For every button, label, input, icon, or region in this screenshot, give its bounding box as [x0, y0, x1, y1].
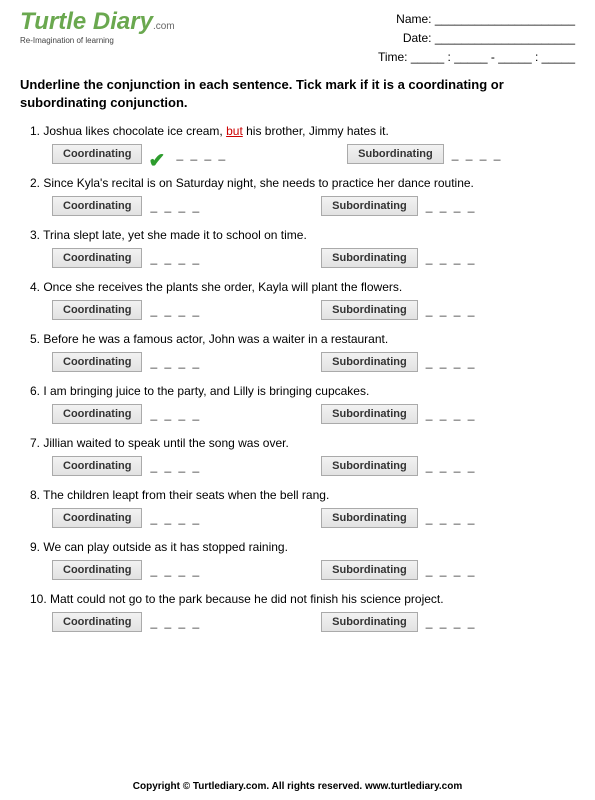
- questions-container: 1. Joshua likes chocolate ice cream, but…: [20, 124, 575, 632]
- question-text: 8. The children leapt from their seats w…: [20, 488, 575, 502]
- subordinating-button[interactable]: Subordinating: [321, 612, 418, 632]
- subordinating-button[interactable]: Subordinating: [321, 352, 418, 372]
- choices-row: Coordinating _ _ _ _ Subordinating _ _ _ _: [20, 248, 575, 268]
- subordinating-button[interactable]: Subordinating: [321, 196, 418, 216]
- logo-tagline: Re-Imagination of learning: [20, 36, 177, 45]
- answer-dashes: _ _ _ _: [150, 459, 201, 473]
- answer-dashes: _ _ _ _: [426, 563, 477, 577]
- question-text: 4. Once she receives the plants she orde…: [20, 280, 575, 294]
- coordinating-button[interactable]: Coordinating: [52, 352, 142, 372]
- answer-dashes: _ _ _ _: [150, 407, 201, 421]
- question: 6. I am bringing juice to the party, and…: [20, 384, 575, 424]
- coordinating-button[interactable]: Coordinating: [52, 248, 142, 268]
- question: 7. Jillian waited to speak until the son…: [20, 436, 575, 476]
- answer-dashes: _ _ _ _: [452, 147, 503, 161]
- answer-dashes: _ _ _ _: [426, 407, 477, 421]
- question: 8. The children leapt from their seats w…: [20, 488, 575, 528]
- check-icon: ✔: [148, 148, 165, 173]
- logo: Turtle Diary.com Re-Imagination of learn…: [20, 10, 177, 45]
- choices-row: Coordinating _ _ _ _ Subordinating _ _ _ _: [20, 612, 575, 632]
- answer-dashes: _ _ _ _: [426, 355, 477, 369]
- logo-main: Turtle Diary: [20, 8, 153, 35]
- choices-row: Coordinating _ _ _ _ Subordinating _ _ _ _: [20, 404, 575, 424]
- date-line: Date: _____________________: [378, 29, 575, 48]
- choices-row: Coordinating _ _ _ _ Subordinating _ _ _ _: [20, 300, 575, 320]
- choices-row: Coordinating _ _ _ _ Subordinating _ _ _ _: [20, 196, 575, 216]
- question-text: 2. Since Kyla's recital is on Saturday n…: [20, 176, 575, 190]
- underlined-conjunction: but: [226, 124, 243, 138]
- answer-dashes: _ _ _ _: [426, 615, 477, 629]
- subordinating-button[interactable]: Subordinating: [321, 560, 418, 580]
- answer-dashes: _ _ _ _: [176, 147, 227, 161]
- choices-row: Coordinating _ _ _ _ Subordinating _ _ _ _: [20, 508, 575, 528]
- choices-row: Coordinating _ _ _ _ Subordinating _ _ _ _: [20, 456, 575, 476]
- answer-dashes: _ _ _ _: [150, 615, 201, 629]
- info-lines: Name: _____________________ Date: ______…: [378, 10, 575, 68]
- subordinating-button[interactable]: Subordinating: [321, 248, 418, 268]
- coordinating-button[interactable]: Coordinating: [52, 300, 142, 320]
- subordinating-button[interactable]: Subordinating: [321, 456, 418, 476]
- instructions: Underline the conjunction in each senten…: [20, 76, 575, 112]
- logo-com: .com: [153, 21, 175, 32]
- choices-row: Coordinating _ _ _ _ Subordinating _ _ _ _: [20, 352, 575, 372]
- header: Turtle Diary.com Re-Imagination of learn…: [20, 10, 575, 68]
- choices-row: Coordinating _ _ _ _ Subordinating _ _ _ _: [20, 560, 575, 580]
- answer-dashes: _ _ _ _: [426, 251, 477, 265]
- time-line: Time: _____ : _____ - _____ : _____: [378, 48, 575, 67]
- question-text: 1. Joshua likes chocolate ice cream, but…: [20, 124, 575, 138]
- answer-dashes: _ _ _ _: [426, 303, 477, 317]
- coordinating-button[interactable]: Coordinating: [52, 612, 142, 632]
- answer-dashes: _ _ _ _: [150, 251, 201, 265]
- question: 4. Once she receives the plants she orde…: [20, 280, 575, 320]
- answer-dashes: _ _ _ _: [150, 563, 201, 577]
- footer: Copyright © Turtlediary.com. All rights …: [0, 781, 595, 792]
- question: 10. Matt could not go to the park becaus…: [20, 592, 575, 632]
- coordinating-button[interactable]: Coordinating: [52, 196, 142, 216]
- choices-row: Coordinating✔_ _ _ _Subordinating_ _ _ _: [20, 144, 575, 164]
- answer-dashes: _ _ _ _: [426, 511, 477, 525]
- answer-dashes: _ _ _ _: [426, 459, 477, 473]
- coordinating-button[interactable]: Coordinating: [52, 144, 142, 164]
- answer-dashes: _ _ _ _: [150, 199, 201, 213]
- question-text: 10. Matt could not go to the park becaus…: [20, 592, 575, 606]
- question-text: 5. Before he was a famous actor, John wa…: [20, 332, 575, 346]
- name-line: Name: _____________________: [378, 10, 575, 29]
- subordinating-button[interactable]: Subordinating: [347, 144, 444, 164]
- answer-dashes: _ _ _ _: [150, 511, 201, 525]
- coordinating-button[interactable]: Coordinating: [52, 508, 142, 528]
- coordinating-button[interactable]: Coordinating: [52, 560, 142, 580]
- question: 3. Trina slept late, yet she made it to …: [20, 228, 575, 268]
- question: 9. We can play outside as it has stopped…: [20, 540, 575, 580]
- question-text: 6. I am bringing juice to the party, and…: [20, 384, 575, 398]
- subordinating-button[interactable]: Subordinating: [321, 508, 418, 528]
- coordinating-button[interactable]: Coordinating: [52, 456, 142, 476]
- question-text: 3. Trina slept late, yet she made it to …: [20, 228, 575, 242]
- answer-dashes: _ _ _ _: [426, 199, 477, 213]
- coordinating-button[interactable]: Coordinating: [52, 404, 142, 424]
- question: 1. Joshua likes chocolate ice cream, but…: [20, 124, 575, 164]
- question-text: 9. We can play outside as it has stopped…: [20, 540, 575, 554]
- answer-dashes: _ _ _ _: [150, 355, 201, 369]
- question-text: 7. Jillian waited to speak until the son…: [20, 436, 575, 450]
- question: 5. Before he was a famous actor, John wa…: [20, 332, 575, 372]
- subordinating-button[interactable]: Subordinating: [321, 404, 418, 424]
- subordinating-button[interactable]: Subordinating: [321, 300, 418, 320]
- answer-dashes: _ _ _ _: [150, 303, 201, 317]
- question: 2. Since Kyla's recital is on Saturday n…: [20, 176, 575, 216]
